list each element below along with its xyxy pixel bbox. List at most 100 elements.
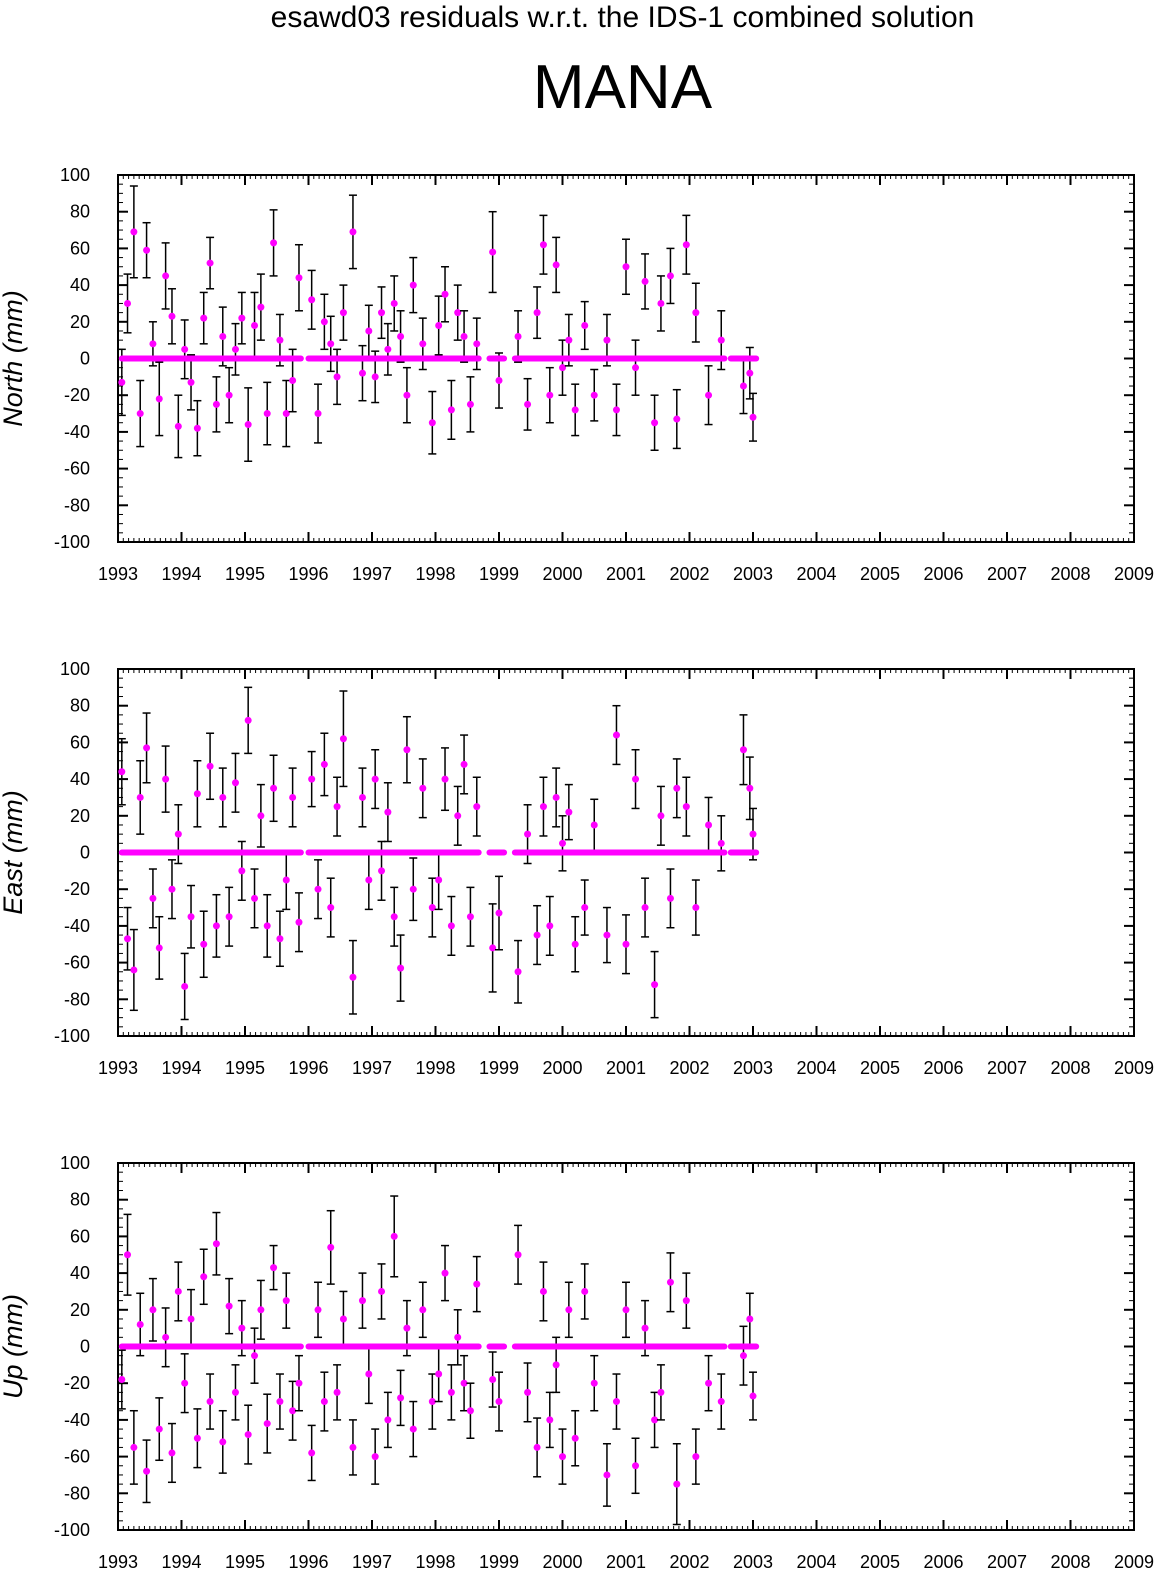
up-y-tick-label: 40 <box>70 1263 90 1283</box>
north-data-point <box>705 391 713 399</box>
up-data-point <box>590 1379 598 1387</box>
north-data-point <box>739 382 747 390</box>
up-data-point <box>746 1315 754 1323</box>
north-x-tick-label: 2009 <box>1114 564 1154 584</box>
up-data-point <box>428 1398 436 1406</box>
east-data-point <box>717 839 725 847</box>
north-data-point <box>225 391 233 399</box>
up-data-point <box>384 1416 392 1424</box>
chart-title: esawd03 residuals w.r.t. the IDS-1 combi… <box>270 1 975 34</box>
east-y-axis-label: East (mm) <box>0 790 28 915</box>
station-name: MANA <box>532 53 713 122</box>
up-data-point <box>143 1467 151 1475</box>
up-data-point <box>327 1243 335 1251</box>
north-y-tick-label: -60 <box>64 459 90 479</box>
east-y-tick-label: -40 <box>64 916 90 936</box>
north-x-tick-label: 1994 <box>161 564 201 584</box>
up-data-point <box>378 1287 386 1295</box>
north-data-point <box>257 303 265 311</box>
east-data-point <box>749 830 757 838</box>
up-data-point <box>320 1398 328 1406</box>
up-data-point <box>295 1379 303 1387</box>
east-y-tick-label: -20 <box>64 879 90 899</box>
north-x-tick-label: 1996 <box>288 564 328 584</box>
north-y-tick-label: -100 <box>54 532 90 552</box>
up-data-point <box>200 1273 208 1281</box>
east-y-tick-label: 60 <box>70 732 90 752</box>
up-y-tick-label: -100 <box>54 1520 90 1540</box>
north-data-point <box>692 309 700 317</box>
up-data-point <box>717 1398 725 1406</box>
up-data-point <box>524 1388 532 1396</box>
up-data-point <box>314 1306 322 1314</box>
up-x-tick-label: 2007 <box>987 1552 1027 1572</box>
north-data-point <box>428 419 436 427</box>
east-data-point <box>612 731 620 739</box>
up-data-point <box>289 1407 297 1415</box>
north-data-point <box>632 364 640 372</box>
up-data-point <box>539 1287 547 1295</box>
up-data-point <box>441 1269 449 1277</box>
north-data-point <box>590 391 598 399</box>
north-data-point <box>559 364 566 372</box>
east-data-point <box>219 793 227 801</box>
up-x-tick-label: 1997 <box>352 1552 392 1572</box>
north-data-point <box>206 259 214 267</box>
north-data-point <box>565 336 573 344</box>
east-data-point <box>238 867 246 875</box>
east-data-point <box>365 876 373 884</box>
east-data-point <box>692 904 700 912</box>
north-x-tick-label: 2004 <box>796 564 836 584</box>
north-data-point <box>308 296 316 304</box>
east-data-point <box>206 762 214 770</box>
east-data-point <box>533 931 541 939</box>
up-data-point <box>282 1297 290 1305</box>
up-x-tick-label: 2006 <box>923 1552 963 1572</box>
east-data-point <box>143 744 151 752</box>
north-y-tick-label: 40 <box>70 275 90 295</box>
east-x-tick-label: 1994 <box>161 1058 201 1078</box>
north-data-point <box>136 410 144 418</box>
east-data-point <box>539 803 547 811</box>
up-x-tick-label: 1999 <box>479 1552 519 1572</box>
north-data-point <box>149 340 157 348</box>
up-data-point <box>559 1453 566 1461</box>
up-data-point <box>174 1287 182 1295</box>
east-data-point <box>244 716 252 724</box>
up-data-point <box>454 1333 462 1341</box>
north-data-point <box>231 345 239 353</box>
north-data-point <box>320 318 328 326</box>
east-x-tick-label: 2001 <box>606 1058 646 1078</box>
north-data-point <box>124 299 132 307</box>
east-data-point <box>282 876 290 884</box>
up-y-tick-label: -80 <box>64 1483 90 1503</box>
north-data-point <box>641 277 649 285</box>
east-x-tick-label: 2007 <box>987 1058 1027 1078</box>
up-data-point <box>118 1376 126 1384</box>
east-data-point <box>358 793 366 801</box>
east-data-point <box>162 775 170 783</box>
north-data-point <box>539 241 547 249</box>
up-data-point <box>270 1264 278 1272</box>
east-data-point <box>257 812 265 820</box>
north-x-tick-label: 1998 <box>415 564 455 584</box>
east-data-point <box>397 964 405 972</box>
east-y-tick-label: -60 <box>64 953 90 973</box>
up-data-point <box>565 1306 573 1314</box>
east-x-tick-label: 2002 <box>669 1058 709 1078</box>
north-data-point <box>378 309 386 317</box>
north-y-tick-label: 60 <box>70 238 90 258</box>
up-data-point <box>692 1453 700 1461</box>
north-data-point <box>200 314 208 322</box>
north-y-tick-label: -40 <box>64 422 90 442</box>
east-data-point <box>136 793 144 801</box>
east-x-tick-label: 2000 <box>542 1058 582 1078</box>
north-y-axis-label: North (mm) <box>0 290 28 427</box>
east-data-point <box>295 918 303 926</box>
north-data-point <box>212 400 220 408</box>
east-x-tick-label: 2005 <box>860 1058 900 1078</box>
north-data-point <box>295 274 303 282</box>
east-x-tick-label: 2009 <box>1114 1058 1154 1078</box>
up-data-point <box>489 1376 497 1384</box>
north-data-point <box>409 281 417 289</box>
